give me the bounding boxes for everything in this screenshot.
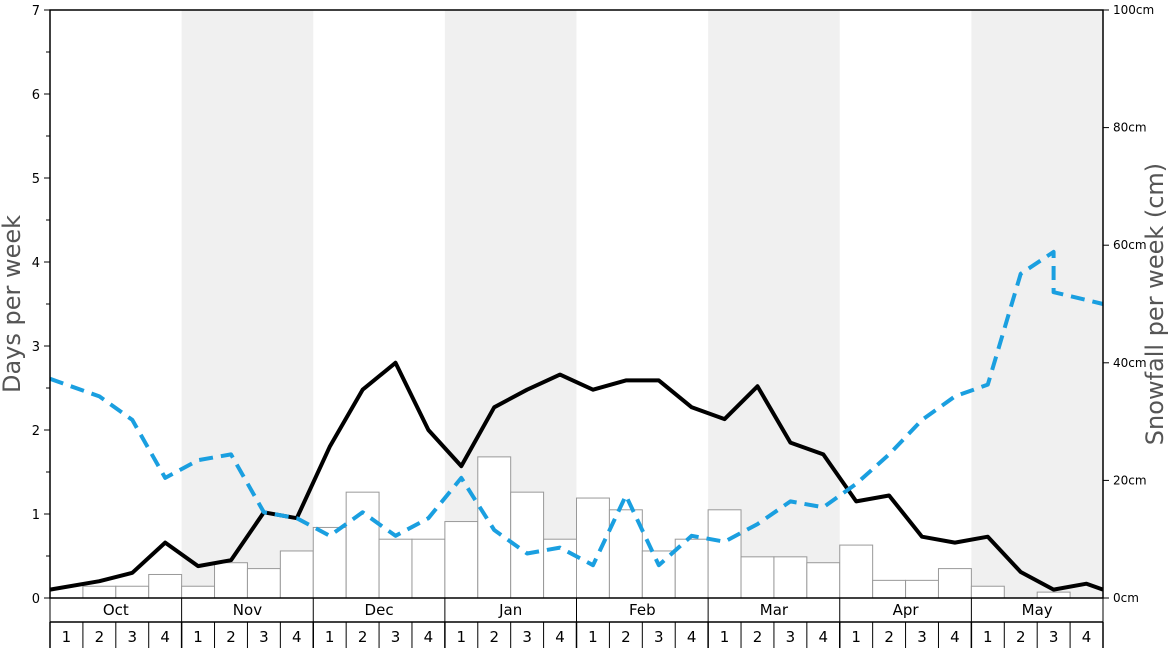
week-row: 1 2 3 4 1 2 3 4 1 2 3 4 1 2 3 4 1 2 3 4 1 2 3 4 1 2 3 4 1 2 3 4 — [49, 622, 1104, 648]
week-label: 1 — [720, 628, 730, 646]
snowfall-bar-6 — [214, 562, 248, 599]
snowfall-bar-8 — [279, 550, 314, 599]
month-label-mar: Mar — [760, 601, 789, 619]
month-label-jan: Jan — [498, 601, 522, 619]
snowfall-bar-26 — [872, 579, 907, 599]
month-label-may: May — [1022, 601, 1053, 619]
band-mar — [708, 10, 840, 598]
snowfall-bar-31 — [1036, 591, 1071, 599]
right-tick-label-20: 20cm — [1113, 473, 1147, 487]
week-label: 4 — [950, 628, 960, 646]
month-bands — [181, 10, 1103, 598]
month-label-apr: Apr — [893, 601, 920, 619]
snowfall-bar-27 — [905, 579, 939, 599]
left-axis-title: Days per week — [0, 215, 26, 393]
series-dashed-line — [49, 249, 1104, 568]
week-label: 3 — [1049, 628, 1059, 646]
snowfall-bar-2 — [82, 585, 117, 599]
left-tick-label-3: 3 — [32, 340, 40, 355]
week-label: 4 — [555, 628, 565, 646]
week-label: 4 — [1082, 628, 1092, 646]
week-label: 3 — [259, 628, 269, 646]
week-label: 2 — [753, 628, 763, 646]
left-tick-label-0: 0 — [32, 592, 40, 607]
left-tick-label-7: 7 — [32, 4, 40, 19]
snowfall-bar-13 — [444, 521, 479, 599]
snowfall-bar-29 — [970, 585, 1005, 599]
week-label: 1 — [457, 628, 467, 646]
week-label: 2 — [621, 628, 631, 646]
snowfall-bar-10 — [345, 491, 380, 599]
snowfall-bar-4 — [148, 573, 183, 599]
right-axis: 0cm 20cm 40cm 60cm 80cm 100cm — [1103, 3, 1154, 605]
series-solid-line — [49, 360, 1104, 592]
snowfall-bar-3 — [115, 585, 150, 599]
week-label: 4 — [424, 628, 434, 646]
snowfall-bar-9 — [312, 526, 347, 599]
right-tick-label-60: 60cm — [1113, 238, 1147, 252]
snowfall-bar-21 — [707, 509, 742, 599]
month-label-nov: Nov — [233, 601, 262, 619]
week-label: 3 — [391, 628, 401, 646]
week-label: 3 — [127, 628, 137, 646]
month-row: Oct Nov Dec Jan Feb Mar Apr May — [49, 598, 1104, 623]
right-tick-label-80: 80cm — [1113, 121, 1147, 135]
week-label: 1 — [325, 628, 335, 646]
snowfall-bar-5 — [181, 585, 216, 599]
snowfall-bar-18 — [608, 509, 643, 599]
week-label: 3 — [522, 628, 532, 646]
snowfall-bar-7 — [246, 568, 281, 599]
week-label: 1 — [62, 628, 72, 646]
snowfall-bar-28 — [937, 568, 972, 599]
left-tick-label-5: 5 — [32, 172, 40, 187]
snowfall-bar-19 — [641, 550, 676, 599]
week-label: 4 — [687, 628, 697, 646]
snowfall-bar-23 — [773, 556, 808, 599]
right-tick-label-100: 100cm — [1113, 3, 1154, 17]
month-label-oct: Oct — [103, 601, 129, 619]
band-nov — [181, 10, 314, 598]
left-axis: 0 1 2 3 4 5 6 7 — [32, 4, 50, 607]
week-label: 2 — [1016, 628, 1026, 646]
snowfall-bar-24 — [806, 562, 841, 599]
right-tick-label-0: 0cm — [1113, 591, 1139, 605]
week-label: 4 — [819, 628, 829, 646]
week-label: 2 — [884, 628, 894, 646]
week-label: 2 — [358, 628, 368, 646]
left-tick-label-4: 4 — [32, 256, 40, 271]
left-tick-label-1: 1 — [32, 508, 40, 523]
week-label: 1 — [193, 628, 203, 646]
week-label: 1 — [851, 628, 861, 646]
month-label-dec: Dec — [365, 601, 394, 619]
week-label: 4 — [160, 628, 170, 646]
week-label: 2 — [226, 628, 236, 646]
snowfall-bar-22 — [740, 556, 775, 599]
week-label: 3 — [654, 628, 664, 646]
band-may — [971, 10, 1103, 598]
left-tick-label-2: 2 — [32, 424, 40, 439]
right-axis-title: Snowfall per week (cm) — [1141, 163, 1168, 445]
snowfall-bar-12 — [411, 538, 446, 599]
snowfall-bar-25 — [839, 544, 874, 599]
week-label: 1 — [983, 628, 993, 646]
week-label: 4 — [292, 628, 302, 646]
left-tick-label-6: 6 — [32, 88, 40, 103]
snowfall-bar-17 — [576, 497, 610, 599]
month-label-feb: Feb — [629, 601, 656, 619]
snowfall-bar-11 — [378, 538, 413, 599]
week-label: 2 — [95, 628, 105, 646]
right-tick-label-40: 40cm — [1113, 356, 1147, 370]
snowfall-bars — [82, 456, 1071, 599]
week-label: 3 — [917, 628, 927, 646]
week-label: 3 — [786, 628, 796, 646]
week-label: 2 — [489, 628, 499, 646]
week-label: 1 — [588, 628, 598, 646]
series-lines — [49, 249, 1104, 592]
